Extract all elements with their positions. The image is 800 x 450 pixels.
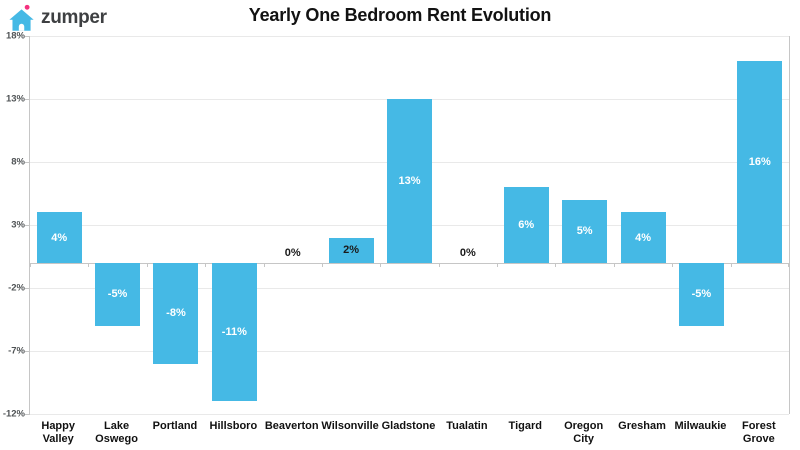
x-axis-label-line: Milwaukie xyxy=(674,420,727,432)
x-axis-label-line: Forest xyxy=(741,420,776,432)
bar-oregon-city xyxy=(562,199,608,263)
x-axis-label-line: Portland xyxy=(152,420,198,432)
x-axis-label-line: Oregon xyxy=(564,420,604,432)
y-axis-tick xyxy=(25,36,30,37)
bar-hillsboro xyxy=(211,262,257,402)
bar-lake-oswego xyxy=(95,262,141,326)
category-tick xyxy=(672,262,674,267)
category-tick xyxy=(321,262,323,267)
value-label-oregon-city: 5% xyxy=(576,225,593,238)
y-axis-tick-label: -12% xyxy=(2,408,25,420)
value-label-lake-oswego: -5% xyxy=(107,288,128,301)
y-axis-tick-label: -2% xyxy=(8,282,25,294)
x-axis-label-portland: Portland xyxy=(153,420,198,433)
bar-gladstone xyxy=(387,99,432,263)
gridline xyxy=(30,288,789,289)
y-axis-tick xyxy=(25,351,30,352)
y-axis-tick xyxy=(25,225,30,226)
value-label-beaverton: 0% xyxy=(284,246,301,259)
value-label-hillsboro: -11% xyxy=(221,326,247,339)
house-shape xyxy=(9,9,34,31)
x-axis-label-tualatin: Tualatin xyxy=(446,420,487,433)
bar-tigard xyxy=(503,187,549,263)
x-axis-label-wilsonville: Wilsonville xyxy=(321,420,378,433)
x-axis-label-hillsboro: Hillsboro xyxy=(210,420,258,433)
y-axis-labels: 18% 13% 8% 3% -2% -7% -12% xyxy=(0,31,25,420)
value-label-forest-grove: 16% xyxy=(748,156,771,168)
value-label-gresham: 4% xyxy=(635,231,651,244)
category-tick xyxy=(788,262,789,267)
house-door xyxy=(18,23,25,31)
x-axis-label-line: Beaverton xyxy=(264,420,319,432)
category-tick xyxy=(613,262,615,267)
x-axis-label-line: Lake xyxy=(104,420,130,432)
value-label-wilsonville: 2% xyxy=(343,244,360,257)
x-axis-label-line: Tigard xyxy=(508,420,542,432)
x-axis-label-line: Happy xyxy=(41,420,75,432)
x-axis-label-line: Tualatin xyxy=(446,420,488,432)
bar-forest-grove xyxy=(737,61,783,263)
category-tick xyxy=(146,262,148,267)
x-axis-label-milwaukie: Milwaukie xyxy=(674,420,726,433)
bar-portland xyxy=(153,262,199,364)
x-axis-label-gladstone: Gladstone xyxy=(382,420,436,433)
value-label-portland: -8% xyxy=(166,307,186,320)
bar-milwaukie xyxy=(678,262,724,326)
value-label-tualatin: 0% xyxy=(459,246,476,259)
category-tick xyxy=(730,262,732,267)
x-axis-label-gresham: Gresham xyxy=(618,420,666,433)
bar-gresham xyxy=(620,212,666,263)
category-tick xyxy=(30,262,31,267)
y-axis-tick-label: 8% xyxy=(11,156,25,168)
category-tick xyxy=(205,262,207,267)
gridline xyxy=(30,414,789,415)
x-axis-label-beaverton: Beaverton xyxy=(265,420,319,433)
x-axis-label-line: Grove xyxy=(742,433,775,445)
y-axis-tick-label: 3% xyxy=(11,219,25,231)
category-tick xyxy=(438,262,440,267)
logo-dot xyxy=(24,4,30,10)
chart-title: Yearly One Bedroom Rent Evolution xyxy=(248,5,552,25)
plot-area: 4% -5% -8% -11% 0% 2% 13% 0% 6% 5% 4% -5% 16% xyxy=(25,36,790,415)
category-tick xyxy=(380,262,382,267)
gridline xyxy=(30,351,789,352)
x-axis-label-line: Hillsboro xyxy=(209,420,258,432)
x-axis-label-line: Wilsonville xyxy=(321,420,379,432)
y-axis-tick-label: 13% xyxy=(5,93,25,105)
x-axis-label-line: Gladstone xyxy=(381,420,436,432)
brand-wordmark: zumper xyxy=(41,7,107,28)
brand-logo: zumper xyxy=(8,4,107,32)
bar-happy-valley xyxy=(36,212,82,263)
x-axis-label-line: Gresham xyxy=(618,420,666,432)
y-axis-tick xyxy=(25,162,30,163)
x-axis-label-forest-grove: Forest Grove xyxy=(742,420,776,446)
y-axis-tick-label: -7% xyxy=(8,345,25,357)
bar-wilsonville xyxy=(328,237,374,263)
x-axis-label-tigard: Tigard xyxy=(509,420,542,433)
gridline xyxy=(30,36,789,37)
value-label-gladstone: 13% xyxy=(398,174,421,187)
y-axis-tick xyxy=(25,99,30,100)
x-axis-label-lake-oswego: Lake Oswego xyxy=(95,420,138,446)
y-axis-tick-label: 18% xyxy=(5,30,25,42)
category-tick xyxy=(555,262,557,267)
category-tick xyxy=(263,262,265,267)
x-axis-label-line: Oswego xyxy=(95,433,138,445)
zero-axis-line xyxy=(30,262,789,264)
x-axis-label-line: City xyxy=(573,433,595,445)
y-axis-tick xyxy=(25,288,30,289)
value-label-milwaukie: -5% xyxy=(691,288,712,301)
value-label-tigard: 6% xyxy=(518,219,535,231)
house-icon xyxy=(9,4,34,31)
y-axis-tick xyxy=(25,414,30,415)
x-axis-label-oregon-city: Oregon City xyxy=(564,420,603,446)
x-axis-label-happy-valley: Happy Valley xyxy=(41,420,75,446)
category-tick xyxy=(88,262,90,267)
x-axis-labels: Happy Valley Lake Oswego Portland Hillsboro Be… xyxy=(29,420,788,450)
value-label-happy-valley: 4% xyxy=(51,231,68,244)
category-tick xyxy=(497,262,499,267)
x-axis-label-line: Valley xyxy=(42,433,74,445)
